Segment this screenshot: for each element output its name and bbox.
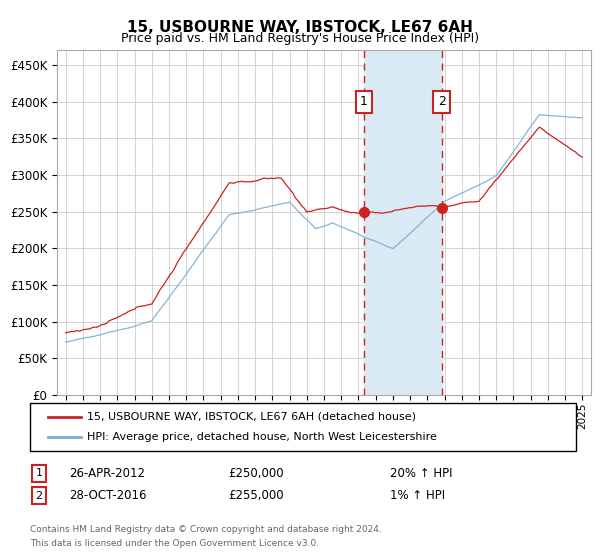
Text: 26-APR-2012: 26-APR-2012 [69, 466, 145, 480]
Text: 2: 2 [35, 491, 43, 501]
Text: 15, USBOURNE WAY, IBSTOCK, LE67 6AH (detached house): 15, USBOURNE WAY, IBSTOCK, LE67 6AH (det… [87, 412, 416, 422]
Text: 20% ↑ HPI: 20% ↑ HPI [390, 466, 452, 480]
Text: 2: 2 [438, 95, 446, 108]
Text: HPI: Average price, detached house, North West Leicestershire: HPI: Average price, detached house, Nort… [87, 432, 437, 442]
Text: 1% ↑ HPI: 1% ↑ HPI [390, 489, 445, 502]
Text: This data is licensed under the Open Government Licence v3.0.: This data is licensed under the Open Gov… [30, 539, 319, 548]
Text: Price paid vs. HM Land Registry's House Price Index (HPI): Price paid vs. HM Land Registry's House … [121, 32, 479, 45]
Text: 1: 1 [35, 468, 43, 478]
Text: £250,000: £250,000 [228, 466, 284, 480]
Text: Contains HM Land Registry data © Crown copyright and database right 2024.: Contains HM Land Registry data © Crown c… [30, 525, 382, 534]
Bar [364, 50, 442, 395]
Text: 1: 1 [360, 95, 368, 108]
Text: 28-OCT-2016: 28-OCT-2016 [69, 489, 146, 502]
Text: 15, USBOURNE WAY, IBSTOCK, LE67 6AH: 15, USBOURNE WAY, IBSTOCK, LE67 6AH [127, 20, 473, 35]
Text: £255,000: £255,000 [228, 489, 284, 502]
